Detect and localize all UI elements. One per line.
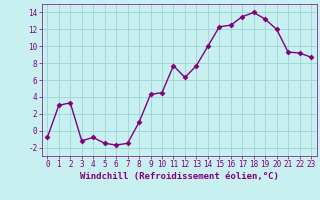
X-axis label: Windchill (Refroidissement éolien,°C): Windchill (Refroidissement éolien,°C) xyxy=(80,172,279,181)
